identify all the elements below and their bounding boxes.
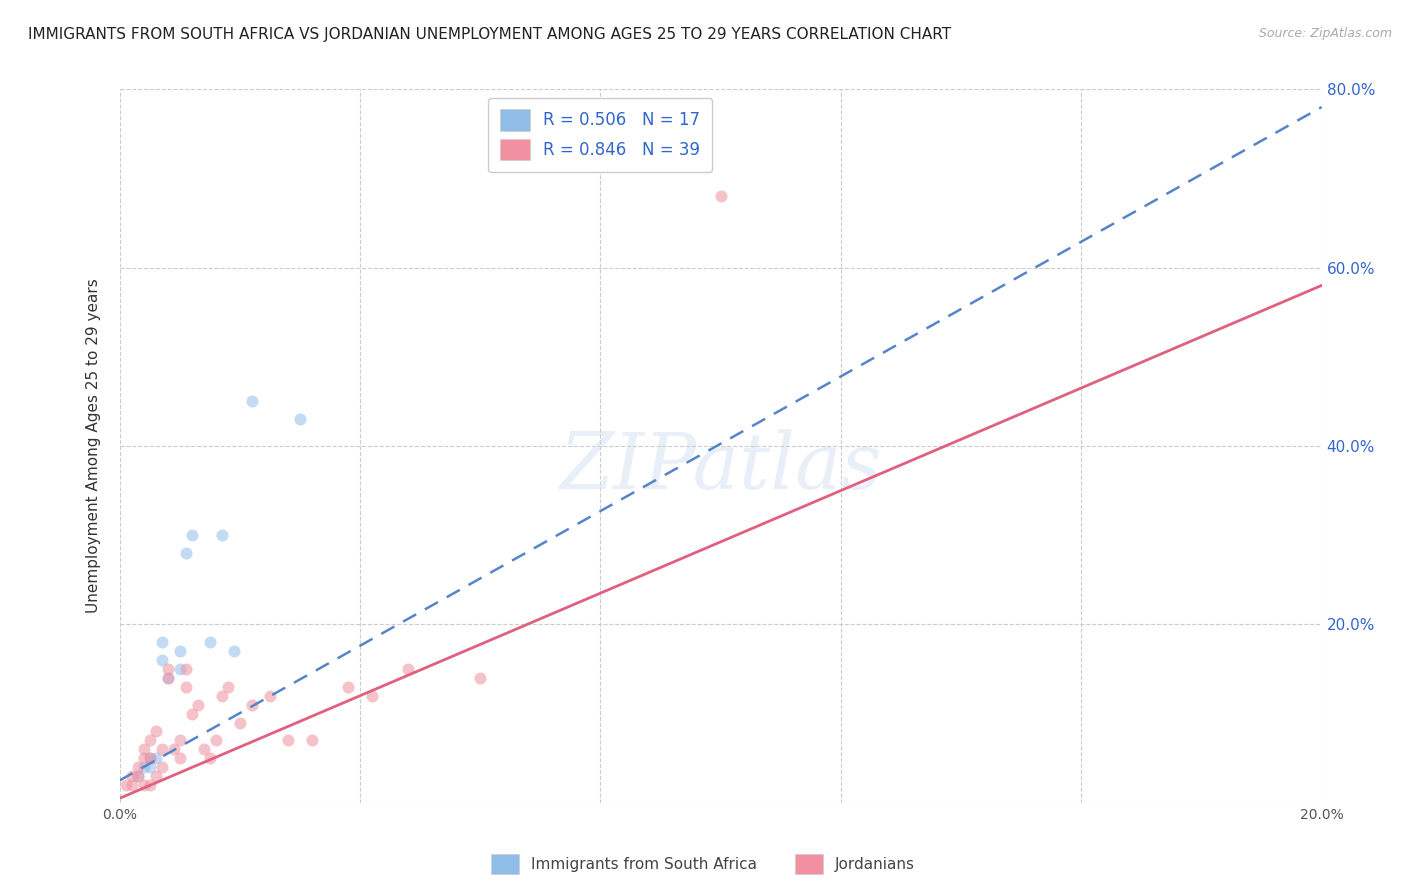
Point: [198, 751, 221, 765]
Point: [132, 742, 155, 756]
Point: [162, 742, 184, 756]
Point: [169, 733, 191, 747]
Point: [228, 715, 252, 730]
Point: [174, 546, 197, 560]
Point: [180, 528, 202, 542]
Point: [187, 698, 209, 712]
Point: [145, 769, 167, 783]
Point: [138, 751, 160, 765]
Point: [138, 760, 160, 774]
Point: [211, 689, 233, 703]
Point: [396, 662, 419, 676]
Point: [127, 769, 149, 783]
Point: [336, 680, 359, 694]
Point: [138, 751, 160, 765]
Point: [156, 662, 179, 676]
Point: [468, 671, 492, 685]
Text: ZIPatlas: ZIPatlas: [560, 429, 882, 506]
Point: [150, 760, 173, 774]
Point: [174, 662, 197, 676]
Point: [169, 751, 191, 765]
Point: [150, 653, 173, 667]
Point: [150, 635, 173, 649]
Point: [127, 760, 149, 774]
Point: [132, 751, 155, 765]
Point: [204, 733, 226, 747]
Point: [217, 680, 239, 694]
Point: [709, 189, 731, 203]
Point: [138, 778, 160, 792]
Point: [277, 733, 299, 747]
Point: [114, 778, 136, 792]
Point: [193, 742, 215, 756]
Point: [132, 760, 155, 774]
Point: [156, 671, 179, 685]
Point: [240, 394, 263, 409]
Point: [121, 769, 143, 783]
Legend: R = 0.506   N = 17, R = 0.846   N = 39: R = 0.506 N = 17, R = 0.846 N = 39: [488, 97, 713, 172]
Legend: Immigrants from South Africa, Jordanians: Immigrants from South Africa, Jordanians: [485, 848, 921, 880]
Y-axis label: Unemployment Among Ages 25 to 29 years: Unemployment Among Ages 25 to 29 years: [86, 278, 101, 614]
Point: [121, 778, 143, 792]
Point: [259, 689, 281, 703]
Point: [169, 644, 191, 658]
Point: [138, 733, 160, 747]
Point: [127, 769, 149, 783]
Point: [174, 680, 197, 694]
Point: [240, 698, 263, 712]
Point: [150, 742, 173, 756]
Point: [132, 778, 155, 792]
Point: [145, 724, 167, 739]
Text: IMMIGRANTS FROM SOUTH AFRICA VS JORDANIAN UNEMPLOYMENT AMONG AGES 25 TO 29 YEARS: IMMIGRANTS FROM SOUTH AFRICA VS JORDANIA…: [28, 27, 952, 42]
Point: [198, 635, 221, 649]
Point: [180, 706, 202, 721]
Point: [156, 671, 179, 685]
Point: [222, 644, 245, 658]
Point: [169, 662, 191, 676]
Point: [288, 412, 311, 426]
Point: [361, 689, 384, 703]
Point: [301, 733, 323, 747]
Text: Source: ZipAtlas.com: Source: ZipAtlas.com: [1258, 27, 1392, 40]
Point: [145, 751, 167, 765]
Point: [211, 528, 233, 542]
